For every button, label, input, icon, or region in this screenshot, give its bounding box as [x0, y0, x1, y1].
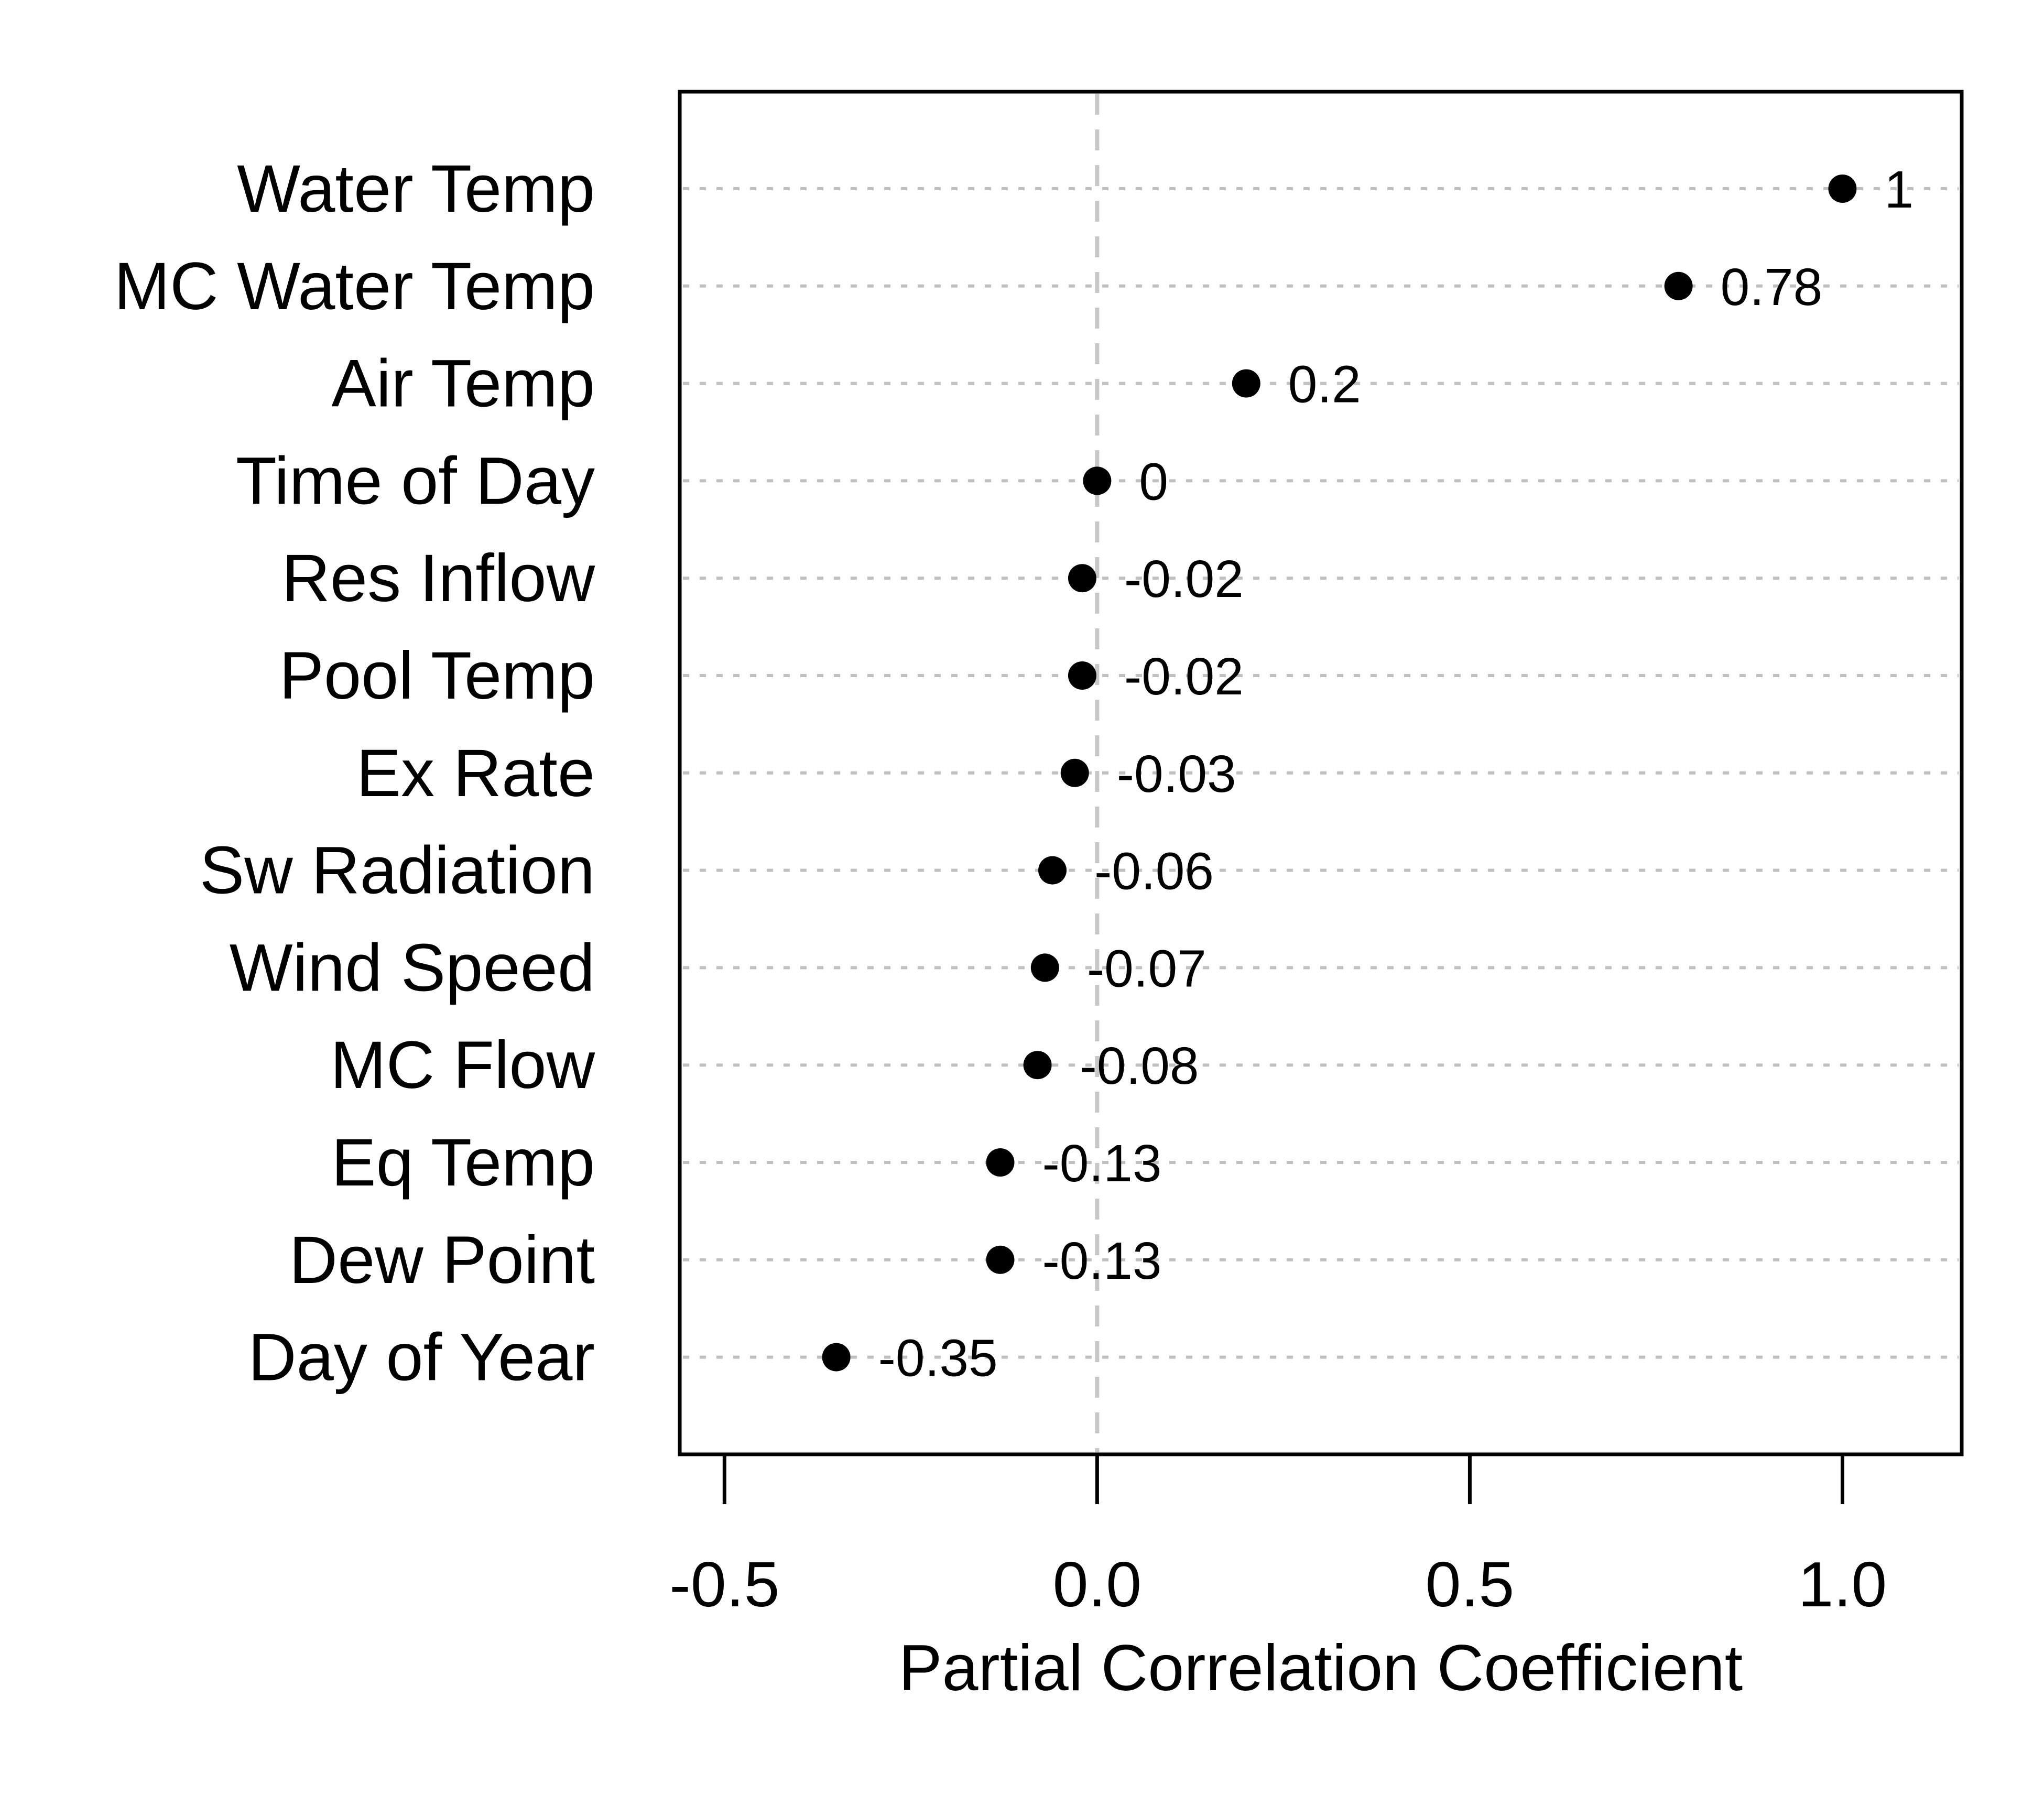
value-label: 0.2: [1288, 355, 1361, 414]
category-label: Water Temp: [237, 151, 595, 226]
category-label: Sw Radiation: [200, 833, 595, 908]
value-label: -0.06: [1094, 842, 1214, 901]
category-label: Time of Day: [236, 443, 595, 518]
plot-frame: [678, 90, 1964, 1456]
x-tick-label: 0.5: [1426, 1549, 1515, 1620]
data-point: [1232, 369, 1260, 398]
category-labels: Water Temp MC Water Temp Air Temp Time of D…: [114, 151, 595, 1395]
data-points: [822, 175, 1857, 1372]
data-point: [1038, 856, 1067, 885]
gridlines: [683, 187, 1959, 1359]
value-label: -0.02: [1124, 647, 1244, 706]
data-point: [1083, 466, 1112, 495]
value-label: -0.13: [1042, 1134, 1162, 1193]
value-label: -0.13: [1042, 1232, 1162, 1290]
value-label: -0.02: [1124, 550, 1244, 608]
value-label: -0.03: [1117, 745, 1236, 803]
category-label: MC Water Temp: [114, 249, 595, 324]
category-label: Res Inflow: [281, 541, 595, 616]
x-tick-label: 1.0: [1798, 1549, 1887, 1620]
data-point: [1828, 175, 1857, 203]
data-point: [986, 1245, 1015, 1274]
data-point: [822, 1343, 851, 1372]
category-label: MC Flow: [330, 1028, 595, 1103]
data-point: [986, 1148, 1015, 1177]
value-label: 1: [1884, 160, 1913, 219]
data-point: [1060, 758, 1089, 787]
x-axis: -0.5 0.0 0.5 1.0: [669, 1454, 1887, 1620]
data-point: [1664, 271, 1693, 300]
value-label: -0.35: [878, 1329, 998, 1388]
x-axis-title: Partial Correlation Coefficient: [899, 1632, 1743, 1704]
category-label: Day of Year: [248, 1320, 595, 1395]
data-point: [1023, 1051, 1052, 1080]
category-label: Pool Temp: [279, 638, 595, 713]
value-label: -0.07: [1087, 939, 1206, 998]
value-label: 0: [1139, 452, 1168, 511]
value-label: -0.08: [1080, 1037, 1199, 1095]
category-label: Wind Speed: [230, 930, 595, 1005]
value-labels: 1 0.78 0.2 0 -0.02 -0.02 -0.03 -0.06 -0.07 -0.08 -…: [878, 160, 1913, 1388]
data-point: [1030, 953, 1059, 982]
category-label: Air Temp: [331, 346, 595, 421]
x-tick-label: -0.5: [669, 1549, 779, 1620]
x-tick-label: 0.0: [1053, 1549, 1142, 1620]
category-label: Dew Point: [289, 1223, 595, 1298]
data-point: [1068, 661, 1096, 690]
category-label: Eq Temp: [331, 1125, 595, 1200]
category-label: Ex Rate: [356, 736, 595, 811]
value-label: 0.78: [1721, 258, 1823, 317]
data-point: [1068, 564, 1096, 593]
